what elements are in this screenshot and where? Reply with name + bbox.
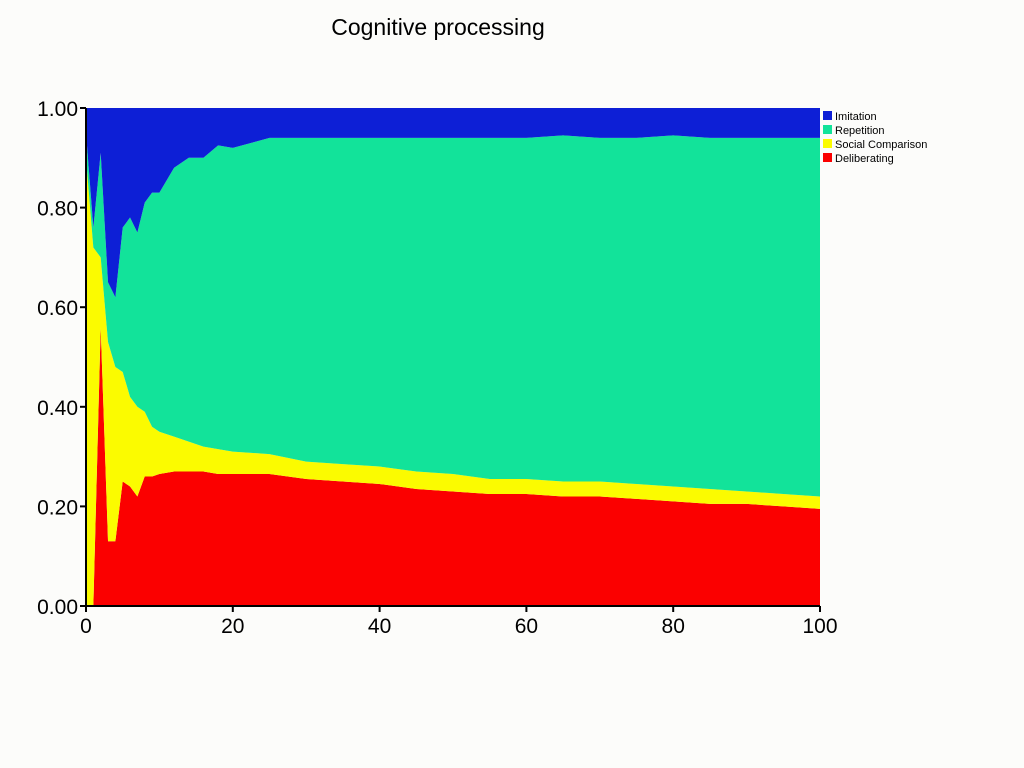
legend-label: Social Comparison xyxy=(835,139,927,151)
y-tick-label: 0.40 xyxy=(37,397,78,420)
area-imitation xyxy=(86,108,820,298)
x-tick-label: 60 xyxy=(515,615,538,638)
y-tick-label: 0.60 xyxy=(37,297,78,320)
y-tick-label: 0.80 xyxy=(37,198,78,221)
legend-label: Deliberating xyxy=(835,153,894,165)
area-social-comparison xyxy=(86,157,820,607)
area-layers xyxy=(86,108,820,607)
chart-title: Cognitive processing xyxy=(331,14,545,40)
x-tick-label: 20 xyxy=(221,615,244,638)
legend-swatch xyxy=(823,153,832,162)
y-tick-label: 1.00 xyxy=(37,98,78,121)
y-tick-label: 0.20 xyxy=(37,496,78,519)
x-tick-label: 80 xyxy=(662,615,685,638)
legend-swatch xyxy=(823,111,832,120)
y-tick-label: 0.00 xyxy=(37,596,78,619)
legend-swatch xyxy=(823,125,832,134)
legend-label: Imitation xyxy=(835,111,877,123)
x-tick-label: 0 xyxy=(80,615,92,638)
legend-label: Repetition xyxy=(835,125,885,137)
axes: 0.00 0.20 0.40 0.60 0.80 1.00 0 20 40 60 80 100 xyxy=(37,98,837,638)
legend: Imitation Repetition Social Comparison Deli… xyxy=(823,111,927,165)
x-tick-label: 100 xyxy=(802,615,837,638)
area-deliberating xyxy=(86,327,820,606)
area-repetition xyxy=(86,132,820,497)
legend-swatch xyxy=(823,139,832,148)
x-tick-label: 40 xyxy=(368,615,391,638)
